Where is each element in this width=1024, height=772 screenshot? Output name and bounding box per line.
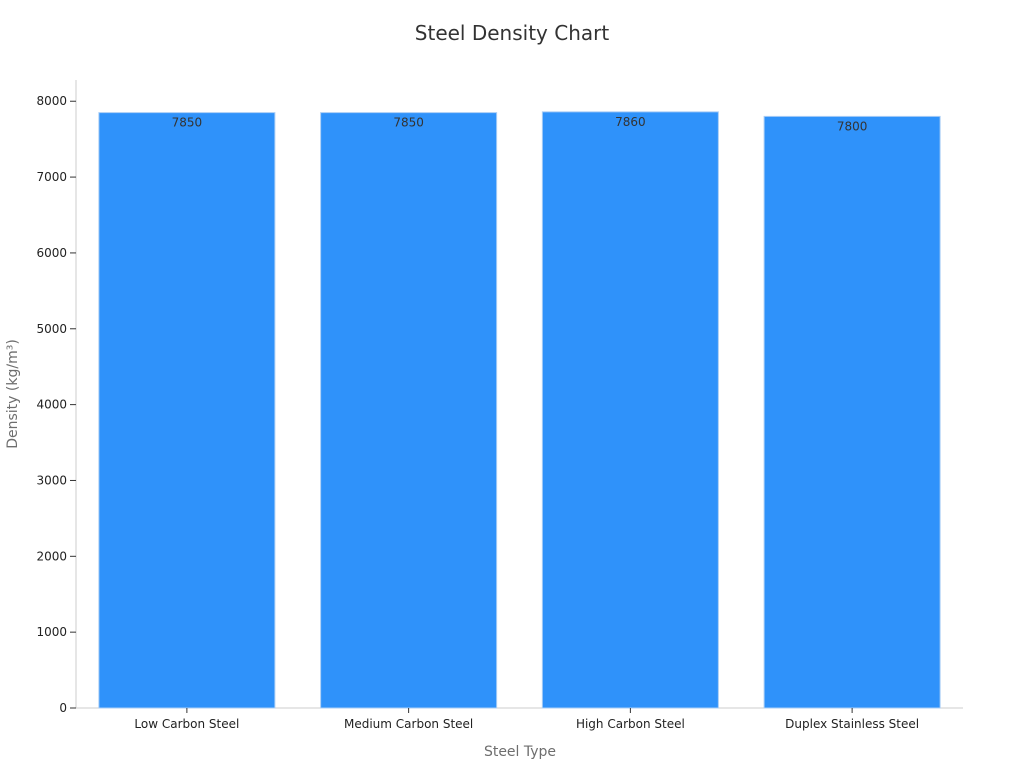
y-tick-label: 1000 [36, 625, 67, 639]
bar [98, 112, 276, 709]
bar-data-label: 7860 [615, 115, 646, 129]
y-tick-label: 7000 [36, 170, 67, 184]
y-tick-label: 4000 [36, 398, 67, 412]
bars [98, 111, 941, 709]
x-ticks: Low Carbon Steel Medium Carbon Steel High … [134, 708, 919, 731]
x-tick-label: Low Carbon Steel [134, 717, 239, 731]
y-ticks: 0 1000 2000 3000 4000 5000 6000 7000 8000 [36, 94, 76, 715]
data-labels: 7850 7850 7860 7800 [172, 115, 868, 134]
x-axis-title: Steel Type [484, 744, 556, 760]
y-tick-label: 0 [59, 701, 67, 715]
bar [763, 115, 941, 709]
y-axis-title: Density (kg/m³) [5, 339, 21, 449]
x-tick-label: Medium Carbon Steel [344, 717, 473, 731]
y-tick-label: 8000 [36, 94, 67, 108]
bar-data-label: 7850 [393, 116, 424, 130]
x-tick-label: High Carbon Steel [576, 717, 685, 731]
y-tick-label: 6000 [36, 246, 67, 260]
bar [320, 112, 498, 709]
bar-data-label: 7850 [172, 116, 203, 130]
chart-title: Steel Density Chart [415, 21, 610, 45]
bar-data-label: 7800 [837, 119, 868, 133]
y-tick-label: 3000 [36, 473, 67, 487]
y-tick-label: 5000 [36, 322, 67, 336]
x-tick-label: Duplex Stainless Steel [785, 717, 919, 731]
y-tick-label: 2000 [36, 549, 67, 563]
bar [541, 111, 719, 709]
